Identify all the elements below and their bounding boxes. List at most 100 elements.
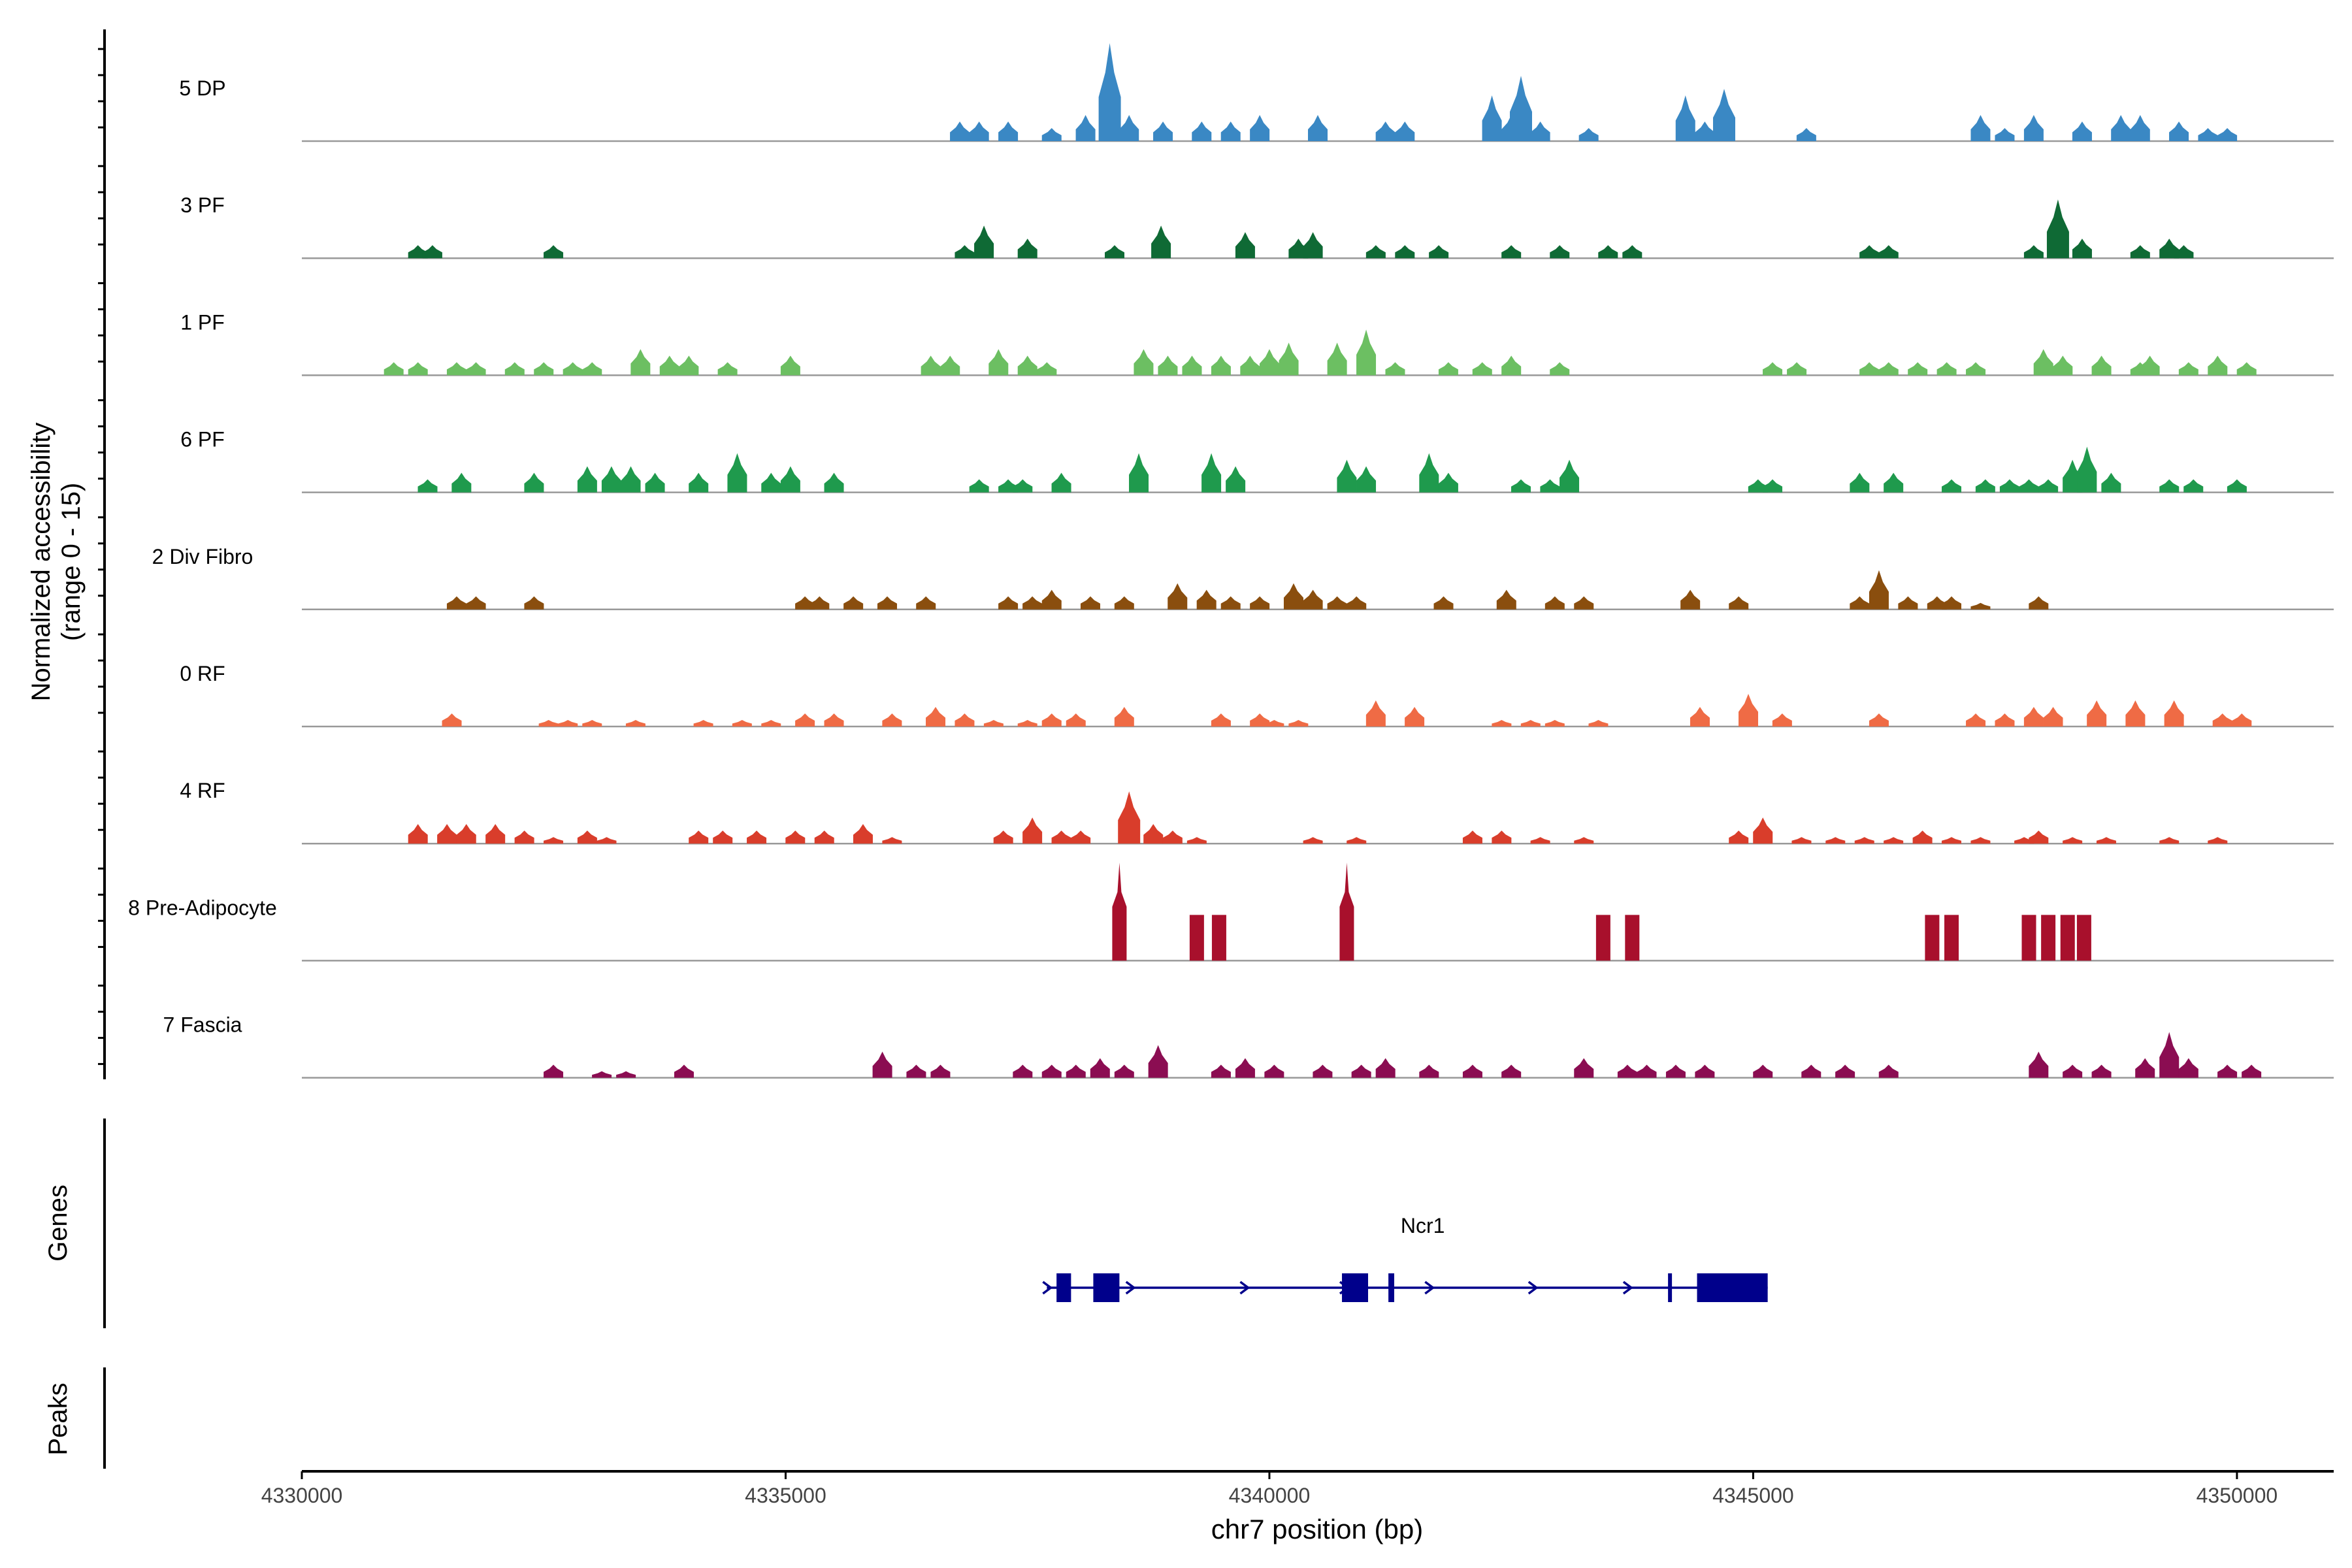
coverage-peak (1625, 915, 1640, 961)
coverage-peak (1878, 362, 1899, 376)
coverage-peak (1825, 837, 1846, 844)
track-1-pf: 1 PF (180, 310, 2334, 376)
coverage-peak (761, 720, 781, 727)
gene-exon (1093, 1273, 1120, 1302)
track-0-rf: 0 RF (180, 662, 2334, 728)
coverage-peak (1022, 817, 1043, 844)
coverage-peak (1264, 720, 1284, 727)
coverage-peak (2041, 915, 2056, 961)
coverage-peak (1118, 791, 1141, 844)
coverage-peak (955, 245, 975, 259)
coverage-peak (713, 830, 733, 844)
coverage-peak (442, 713, 462, 727)
coverage-peak (1472, 362, 1492, 376)
coverage-peak (2023, 707, 2044, 727)
coverage-peak (761, 472, 781, 493)
coverage-peak (1695, 122, 1715, 141)
gene-exon (1388, 1273, 1394, 1302)
coverage-peak (1419, 1064, 1439, 1078)
coverage-peak (596, 837, 617, 844)
coverage-peak (485, 824, 506, 844)
coverage-peak (514, 830, 534, 844)
coverage-peak (747, 830, 767, 844)
coverage-peak (1151, 225, 1171, 259)
coverage-peak (2038, 479, 2059, 493)
coverage-peak (1438, 362, 1458, 376)
coverage-peak (1080, 596, 1100, 610)
coverage-peak (1429, 245, 1449, 259)
coverage-peak (1942, 837, 1962, 844)
coverage-peak (1405, 707, 1425, 727)
strand-arrow (1527, 1281, 1539, 1295)
strand-arrow (1239, 1281, 1250, 1295)
coverage-peak (2029, 1051, 2049, 1078)
coverage-peak (1041, 589, 1062, 610)
coverage-peak (795, 713, 815, 727)
coverage-peak (2227, 479, 2247, 493)
coverage-peak (1017, 720, 1037, 727)
coverage-peak (1772, 713, 1792, 727)
coverage-peak (717, 362, 738, 376)
track-label: 6 PF (180, 428, 225, 451)
coverage-peak (1114, 596, 1134, 610)
coverage-peak (446, 362, 466, 376)
coverage-peak (1970, 837, 1991, 844)
x-tick-label: 4340000 (1229, 1484, 1311, 1507)
coverage-peak (993, 830, 1013, 844)
coverage-peak (1995, 128, 2015, 141)
coverage-peak (2174, 245, 2194, 259)
coverage-peak (1544, 596, 1565, 610)
coverage-peak (1119, 115, 1139, 141)
coverage-peak (940, 355, 960, 376)
coverage-peak (2232, 713, 2252, 727)
coverage-peak (1041, 1064, 1062, 1078)
coverage-peak (1550, 245, 1570, 259)
track-7-fascia: 7 Fascia (163, 1013, 2334, 1079)
coverage-peak (2217, 1064, 2238, 1078)
coverage-peak (534, 362, 554, 376)
coverage-peak (1787, 362, 1807, 376)
coverage-peak (1492, 830, 1512, 844)
coverage-peak (1878, 245, 1899, 259)
coverage-peak (1339, 862, 1354, 961)
coverage-peak (921, 355, 941, 376)
coverage-peak (616, 1071, 636, 1078)
coverage-peak (809, 596, 830, 610)
coverage-peak (1264, 1064, 1284, 1078)
coverage-peak (1560, 459, 1580, 493)
coverage-peak (1013, 479, 1033, 493)
track-label: 2 Div Fibro (152, 545, 253, 568)
coverage-peak (679, 355, 699, 376)
coverage-peak (2208, 355, 2228, 376)
coverage-peak (1665, 1064, 1686, 1078)
strand-arrow (1622, 1281, 1633, 1295)
track-label: 3 PF (180, 193, 225, 217)
coverage-peak (1114, 1064, 1134, 1078)
coverage-peak (1250, 596, 1270, 610)
coverage-peak (674, 1064, 694, 1078)
coverage-peak (1365, 245, 1386, 259)
genes-panel-label: Genes (44, 1184, 73, 1262)
coverage-peak (1869, 713, 1889, 727)
coverage-peak (1850, 472, 1870, 493)
coverage-peak (1375, 1058, 1396, 1078)
coverage-peak (2140, 355, 2160, 376)
coverage-peak (1066, 1064, 1086, 1078)
coverage-peak (524, 596, 544, 610)
x-tick-label: 4330000 (261, 1484, 343, 1507)
coverage-peak (1966, 713, 1986, 727)
coverage-peak (1544, 720, 1565, 727)
coverage-peak (2077, 446, 2097, 493)
track-label: 4 RF (180, 779, 225, 802)
coverage-peak (1492, 720, 1512, 727)
coverage-peak (1859, 362, 1880, 376)
coverage-peak (1017, 238, 1037, 259)
coverage-peak (1970, 602, 1991, 610)
coverage-peak (544, 245, 564, 259)
coverage-peak (693, 720, 713, 727)
coverage-peak (1598, 245, 1618, 259)
coverage-peak (456, 824, 476, 844)
coverage-peak (1395, 122, 1415, 141)
coverage-peak (544, 837, 564, 844)
coverage-peak (1859, 245, 1880, 259)
